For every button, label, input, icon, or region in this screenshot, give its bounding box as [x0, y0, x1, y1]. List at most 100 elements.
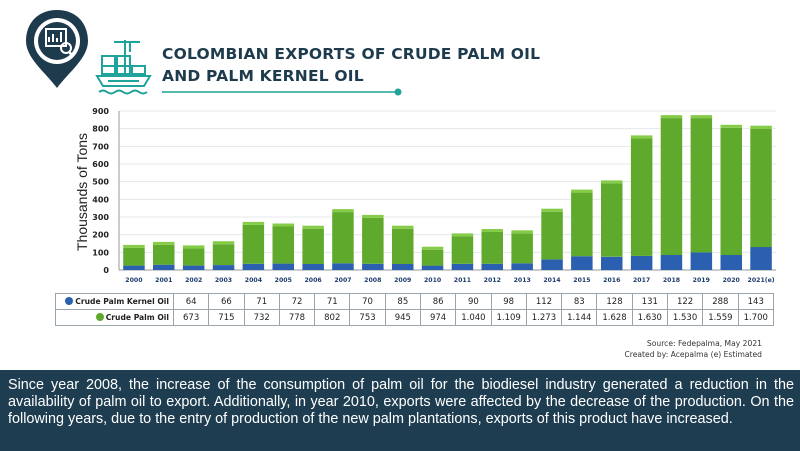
bar-kernel	[571, 256, 593, 270]
x-tick-label: 2006	[304, 277, 321, 284]
table-cell: 288	[702, 293, 739, 310]
bar-crude	[242, 224, 265, 264]
table-cell: 64	[172, 293, 210, 310]
x-tick-label: 2002	[185, 277, 202, 284]
bar-crude	[630, 138, 653, 256]
bar-kernel	[421, 265, 444, 270]
bar-kernel	[601, 256, 623, 271]
table-row-label: Crude Palm Kernel Oil	[55, 293, 174, 310]
bar-kernel	[720, 255, 742, 270]
bar-kernel	[750, 247, 772, 270]
bar-kernel	[451, 263, 474, 270]
bar-kernel	[690, 252, 713, 270]
table-cell: 70	[349, 293, 386, 310]
bar-kernel	[660, 255, 683, 270]
y-axis-label: Thousands of Tons	[74, 133, 90, 251]
table-cell: 1.109	[490, 309, 527, 326]
y-tick-label: 300	[92, 213, 109, 222]
stacked-bar-chart: 0 100 200 300 400 500 600 700 800 900 2000 2001 200…	[74, 88, 776, 284]
x-tick-label: 2001	[155, 277, 172, 284]
bar-kernel	[212, 265, 235, 270]
y-tick-label: 100	[92, 248, 109, 257]
bar-kernel	[362, 263, 384, 270]
table-cell: 732	[243, 309, 280, 326]
x-tick-label: 2021(e)	[748, 277, 775, 284]
x-tick-label: 2017	[633, 277, 650, 284]
x-tick-label: 2004	[245, 277, 263, 284]
bar-kernel	[511, 263, 533, 270]
bar-crude	[153, 244, 175, 265]
bar-top-cap	[571, 189, 593, 193]
bar-crude	[123, 247, 145, 266]
created-note: Created by: Acepalma (e) Estimated	[624, 350, 762, 359]
bar-crude	[481, 232, 503, 264]
title-underline-dot	[394, 88, 402, 96]
bar-top-cap	[660, 115, 683, 119]
y-tick-label: 900	[92, 107, 109, 116]
table-cell: 802	[314, 309, 351, 326]
x-tick-label: 2019	[693, 277, 710, 284]
table-cell: 673	[172, 309, 210, 326]
table-row-label: Crude Palm Oil	[55, 309, 174, 326]
x-tick-label: 2012	[484, 277, 501, 284]
x-tick-label: 2007	[334, 277, 351, 284]
data-table: Crude Palm Kernel Oil 64 66 71 72 71 70 85 86 90 9…	[55, 293, 774, 326]
source-note: Source: Fedepalma, May 2021	[646, 339, 762, 348]
y-tick-label: 500	[92, 178, 109, 187]
bar-crude	[332, 212, 354, 264]
bar-crude	[541, 211, 563, 260]
chart-title-line2: AND PALM KERNEL OIL	[162, 67, 364, 85]
bar-crude	[690, 118, 713, 253]
table-cell: 131	[631, 293, 668, 310]
y-tick-label: 800	[92, 125, 109, 134]
table-cell: 90	[455, 293, 492, 310]
bar-crude	[750, 128, 772, 248]
bar-top-cap	[541, 208, 563, 212]
legend-swatch	[95, 313, 104, 321]
x-tick-label: 2000	[125, 277, 143, 284]
table-cell: 128	[596, 293, 633, 310]
bar-kernel	[630, 255, 653, 270]
table-cell: 112	[525, 293, 563, 310]
bar-top-cap	[392, 225, 414, 229]
bar-kernel	[242, 263, 265, 270]
x-tick-label: 2011	[454, 277, 471, 284]
x-tick-label: 2010	[424, 277, 442, 284]
table-cell: 83	[561, 293, 598, 310]
bar-crude	[660, 118, 683, 255]
table-cell: 945	[384, 309, 421, 326]
legend-label: Crude Palm Kernel Oil	[75, 297, 169, 306]
bar-top-cap	[720, 124, 742, 128]
bar-top-cap	[332, 209, 354, 213]
x-tick-label: 2016	[603, 277, 620, 284]
table-cell: 778	[278, 309, 316, 326]
x-tick-label: 2005	[275, 277, 292, 284]
table-cell: 974	[419, 309, 457, 326]
legend-label: Crude Palm Oil	[105, 313, 169, 322]
bar-top-cap	[750, 125, 772, 129]
table-cell: 71	[314, 293, 351, 310]
bar-top-cap	[272, 223, 294, 227]
bar-top-cap	[242, 221, 265, 225]
table-cell: 1.144	[561, 309, 598, 326]
bar-crude	[362, 217, 384, 264]
x-tick-label: 2015	[573, 277, 590, 284]
y-tick-label: 200	[92, 231, 109, 240]
x-tick-label: 2009	[394, 277, 411, 284]
table-cell: 72	[278, 293, 316, 310]
chart-title-line1: COLOMBIAN EXPORTS OF CRUDE PALM OIL	[162, 45, 541, 63]
table-cell: 1.040	[455, 309, 492, 326]
bar-crude	[421, 249, 444, 266]
table-cell: 122	[666, 293, 704, 310]
bar-kernel	[182, 265, 205, 270]
bar-top-cap	[123, 244, 145, 248]
x-tick-label: 2018	[663, 277, 680, 284]
description-text: Since year 2008, the increase of the con…	[8, 377, 794, 427]
table-cell: 71	[243, 293, 280, 310]
bar-top-cap	[362, 214, 384, 218]
bar-top-cap	[302, 225, 324, 229]
legend-swatch	[65, 297, 74, 305]
bar-top-cap	[451, 233, 474, 237]
table-cell: 1.273	[525, 309, 563, 326]
table-cell: 1.530	[666, 309, 704, 326]
